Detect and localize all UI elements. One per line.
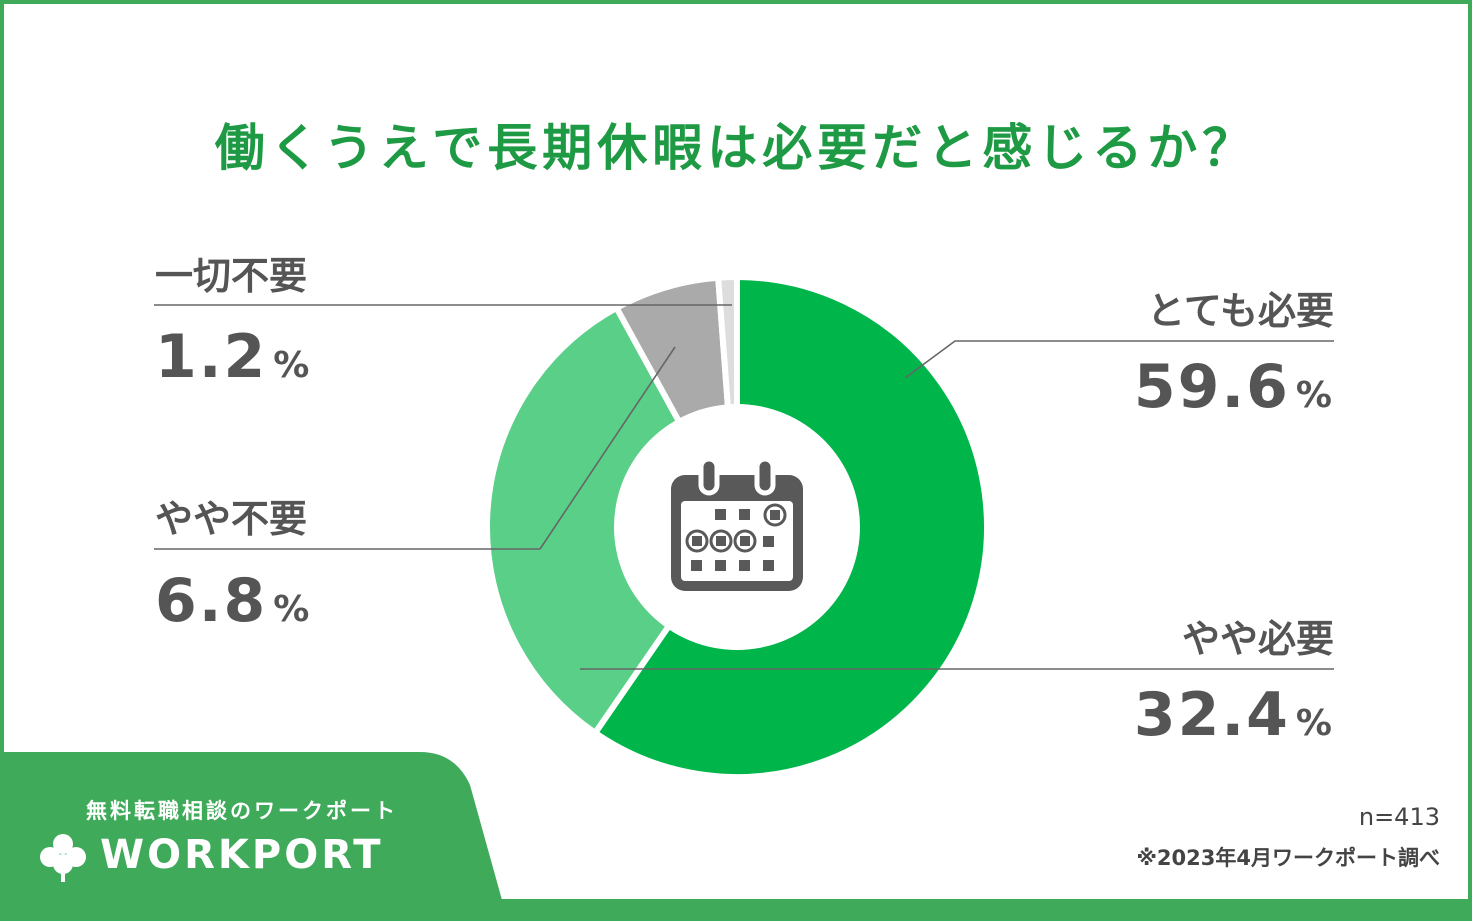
label-slice-1-value: 32.4% bbox=[1133, 680, 1334, 750]
label-slice-1-name: やや必要 bbox=[1181, 617, 1334, 661]
source-note: ※2023年4月ワークポート調べ bbox=[1136, 846, 1440, 870]
label-slice-3-value: 1.2% bbox=[155, 322, 312, 392]
clover-icon bbox=[40, 834, 86, 882]
logo-panel bbox=[0, 752, 502, 900]
calendar-icon bbox=[671, 456, 803, 591]
brand-logo: WORKPORT bbox=[100, 832, 384, 878]
sample-size: n=413 bbox=[1358, 803, 1440, 831]
label-slice-2-value: 6.8% bbox=[155, 566, 312, 636]
label-slice-3-name: 一切不要 bbox=[155, 254, 308, 298]
label-slice-2-name: やや不要 bbox=[155, 497, 308, 541]
label-slice-0-value: 59.6% bbox=[1133, 352, 1334, 422]
label-slice-0-name: とても必要 bbox=[1147, 289, 1334, 333]
logo-tagline: 無料転職相談のワークポート bbox=[86, 799, 398, 823]
chart-title: 働くうえで長期休暇は必要だと感じるか？ bbox=[214, 119, 1258, 177]
